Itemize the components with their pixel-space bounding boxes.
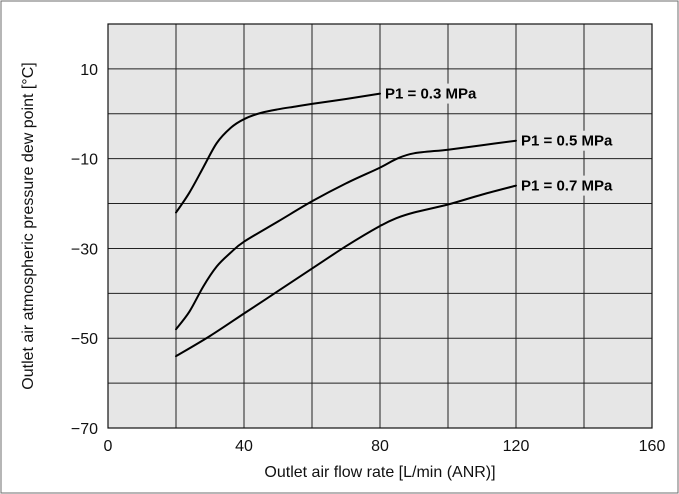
y-tick-label: −10 [71,152,98,169]
y-tick-label: 10 [80,62,98,79]
y-tick-labels: −70 −50 −30 −10 10 [71,62,98,438]
series-line-3 [175,184,517,358]
y-tick-label: −50 [71,331,98,348]
x-tick-label: 40 [235,438,253,455]
y-axis-label: Outlet air atmospheric pressure dew poin… [20,62,37,389]
x-tick-label: 120 [503,438,530,455]
plot-border [107,23,653,429]
x-tick-labels: 0 40 80 120 160 [104,438,666,455]
series-label-background [518,175,644,196]
series-label-1: P1 = 0.3 MPa [385,86,477,103]
series-label-3: P1 = 0.7 MPa [521,178,613,195]
x-tick-label: 80 [371,438,389,455]
series-label-2: P1 = 0.5 MPa [521,133,613,150]
y-tick-label: −30 [71,241,98,258]
series-line-2 [175,139,517,331]
x-axis-label: Outlet air flow rate [L/min (ANR)] [264,464,495,481]
x-tick-label: 160 [639,438,666,455]
x-tick-label: 0 [104,438,113,455]
series-line-1 [175,92,381,214]
series-label-background [518,130,644,151]
y-tick-label: −70 [71,421,98,438]
series-label-background [382,83,508,104]
series-labels: P1 = 0.3 MPa P1 = 0.5 MPa P1 = 0.7 MPa [382,83,644,196]
series-lines [175,92,517,358]
